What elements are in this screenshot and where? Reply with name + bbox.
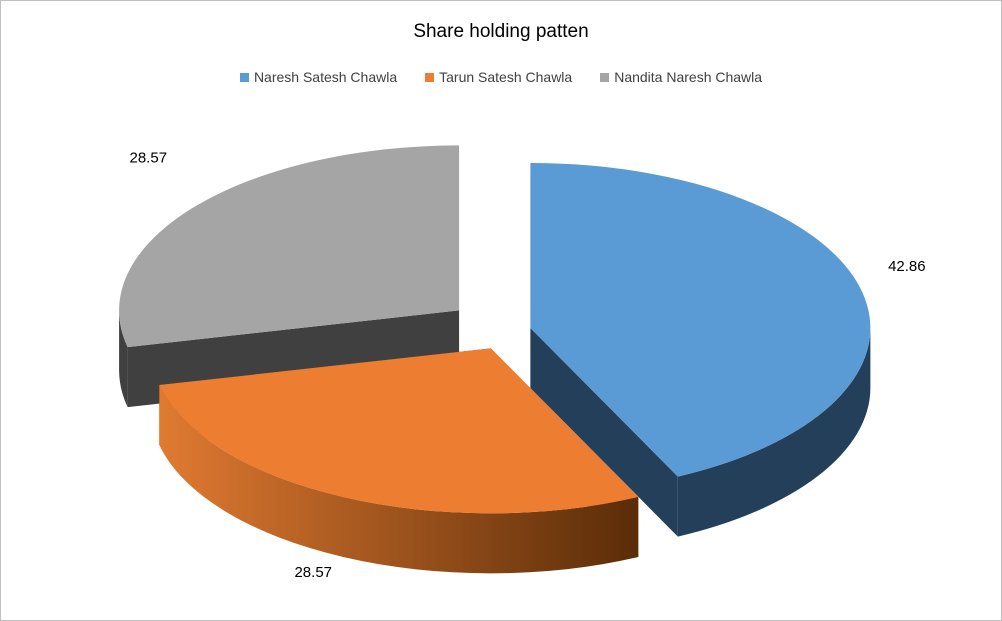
slice-naresh-top bbox=[530, 162, 871, 477]
legend-swatch-naresh bbox=[239, 72, 249, 82]
slice-naresh-cut-face-1 bbox=[530, 327, 678, 537]
legend-swatch-nandita bbox=[600, 72, 610, 82]
slice-nandita-top bbox=[119, 145, 460, 348]
slice-tarun-rim-0 bbox=[159, 385, 639, 574]
legend: Naresh Satesh Chawla Tarun Satesh Chawla… bbox=[1, 69, 1001, 85]
legend-label-nandita: Nandita Naresh Chawla bbox=[614, 69, 763, 85]
slice-tarun bbox=[159, 348, 639, 574]
legend-swatch-tarun bbox=[425, 72, 435, 82]
data-label-nandita: 28.57 bbox=[130, 150, 168, 167]
legend-item-tarun: Tarun Satesh Chawla bbox=[425, 69, 572, 85]
legend-label-tarun: Tarun Satesh Chawla bbox=[439, 69, 573, 85]
chart-title: Share holding patten bbox=[413, 21, 589, 42]
data-label-naresh: 42.86 bbox=[888, 258, 926, 275]
slice-tarun-top bbox=[159, 348, 639, 514]
legend-item-nandita: Nandita Naresh Chawla bbox=[600, 69, 762, 85]
slice-naresh-rim-0 bbox=[677, 327, 871, 537]
data-label-tarun: 28.57 bbox=[294, 564, 332, 581]
legend-item-naresh: Naresh Satesh Chawla bbox=[239, 69, 398, 85]
slice-nandita-rim-0 bbox=[119, 310, 128, 408]
slice-naresh bbox=[530, 162, 871, 537]
legend-label-naresh: Naresh Satesh Chawla bbox=[253, 69, 398, 85]
